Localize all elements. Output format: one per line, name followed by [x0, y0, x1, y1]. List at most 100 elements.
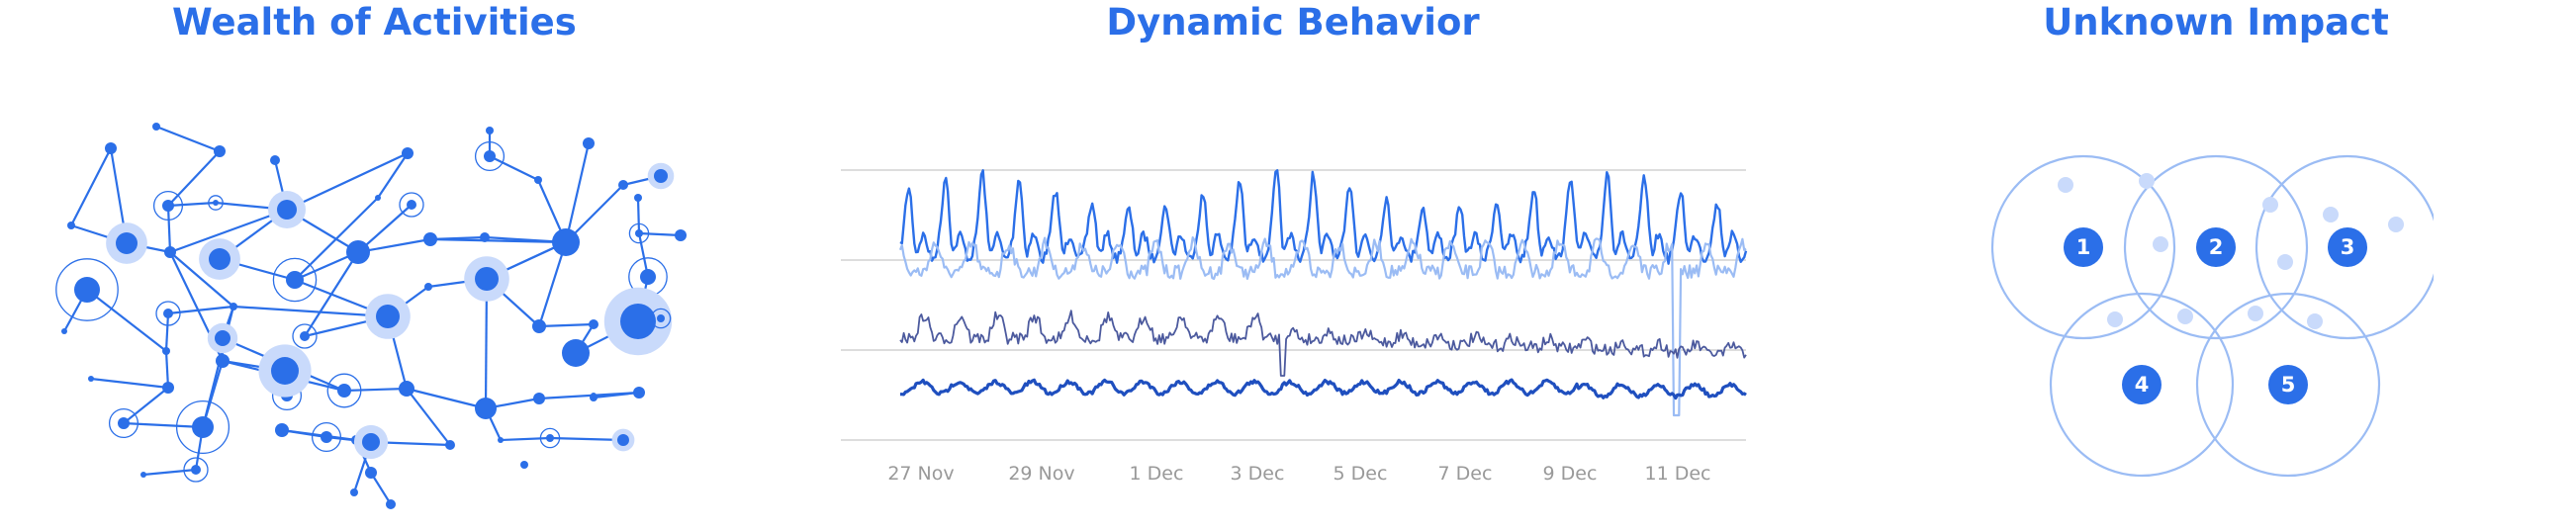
network-node-ring [183, 457, 209, 483]
x-tick-label: 7 Dec [1438, 463, 1493, 485]
network-node [386, 499, 396, 509]
network-node [480, 232, 490, 242]
network-node [162, 200, 174, 212]
network-node-ring [208, 195, 224, 211]
network-edge [286, 152, 409, 211]
network-edge [232, 305, 389, 318]
network-node [589, 319, 598, 329]
venn-label-badge [2328, 227, 2367, 267]
x-tick-label: 3 Dec [1231, 463, 1285, 485]
network-node [152, 123, 160, 131]
series-line [899, 310, 1747, 377]
network-node [486, 127, 494, 134]
network-node-ring [152, 190, 184, 222]
venn-label: 3 [2341, 235, 2355, 259]
network-edge [429, 237, 567, 244]
network-node [533, 393, 545, 404]
network-node [498, 437, 504, 443]
network-node [640, 269, 656, 285]
venn-dot [2153, 236, 2168, 252]
venn-label-badge [2196, 227, 2236, 267]
x-tick-label: 11 Dec [1645, 463, 1711, 485]
network-edge [537, 241, 568, 327]
network-node [88, 376, 94, 382]
network-edge [636, 197, 641, 234]
network-node [532, 319, 546, 333]
network-edge [166, 205, 172, 253]
venn-labels: 1 2 3 4 5 [2064, 227, 2367, 404]
network-node [362, 433, 380, 451]
network-edge [90, 377, 169, 390]
network-node [275, 423, 289, 437]
network-node [635, 229, 643, 237]
venn-label: 2 [2209, 235, 2224, 259]
network-edge [549, 436, 624, 442]
network-node [475, 267, 499, 291]
network-node [634, 194, 642, 202]
network-node-ring [474, 140, 506, 172]
venn-dot [2277, 254, 2293, 270]
network-edge [564, 142, 591, 243]
network-node [270, 155, 280, 165]
network-node [216, 354, 230, 368]
network-node [583, 137, 595, 149]
network-node [407, 200, 416, 210]
network-node-ring [311, 421, 342, 453]
x-tick-label: 29 Nov [1008, 463, 1074, 485]
network-node [484, 150, 496, 162]
x-tick-label: 9 Dec [1543, 463, 1598, 485]
network-node [300, 331, 310, 341]
venn-dot [2262, 197, 2278, 213]
x-tick-label: 1 Dec [1130, 463, 1184, 485]
network-edge [169, 208, 288, 254]
venn-dot [2107, 311, 2123, 327]
network-node [618, 180, 628, 190]
network-edge [155, 125, 221, 153]
series-line [899, 169, 1748, 265]
network-node [591, 393, 597, 399]
network-node [534, 176, 542, 184]
network-edge [406, 388, 451, 446]
network-node [140, 472, 146, 478]
network-edge [489, 155, 539, 181]
network-node [164, 246, 176, 258]
network-edge [294, 197, 379, 281]
venn-label: 1 [2076, 235, 2091, 259]
x-tick-label: 27 Nov [887, 463, 954, 485]
network-node [105, 142, 117, 154]
network-node-ring [628, 222, 650, 244]
dynamic-behavior-chart: 27 Nov 29 Nov 1 Dec 3 Dec 5 Dec 7 Dec 9 Dec 11 … [841, 169, 1748, 485]
network-node-ring [650, 308, 672, 329]
network-nodes [55, 123, 687, 509]
venn-circle [2049, 292, 2235, 478]
unknown-impact-title: Unknown Impact [2043, 1, 2389, 44]
network-node [67, 222, 75, 229]
network-edge [357, 237, 431, 254]
network-node-ring [326, 373, 362, 408]
network-edge [70, 147, 112, 226]
network-node [424, 283, 432, 291]
network-node [230, 303, 237, 310]
network-node [546, 434, 554, 442]
network-node [520, 461, 528, 469]
network-node [118, 417, 130, 429]
venn-label-badge [2064, 227, 2103, 267]
network-node [654, 169, 668, 183]
network-edge [370, 472, 392, 505]
network-node [350, 488, 358, 496]
network-edge [500, 436, 551, 442]
dynamic-behavior-title: Dynamic Behavior [1106, 1, 1480, 44]
network-node [346, 240, 370, 264]
network-edge [167, 150, 221, 207]
network-edge [377, 152, 409, 199]
network-node [116, 232, 138, 254]
network-node [376, 305, 400, 328]
series-line [899, 378, 1747, 400]
network-node [162, 382, 174, 394]
network-node [475, 398, 497, 419]
network-edge [343, 387, 408, 393]
venn-dot [2307, 313, 2323, 329]
network-node [423, 232, 437, 246]
network-node [617, 434, 629, 446]
venn-dot [2139, 173, 2155, 189]
